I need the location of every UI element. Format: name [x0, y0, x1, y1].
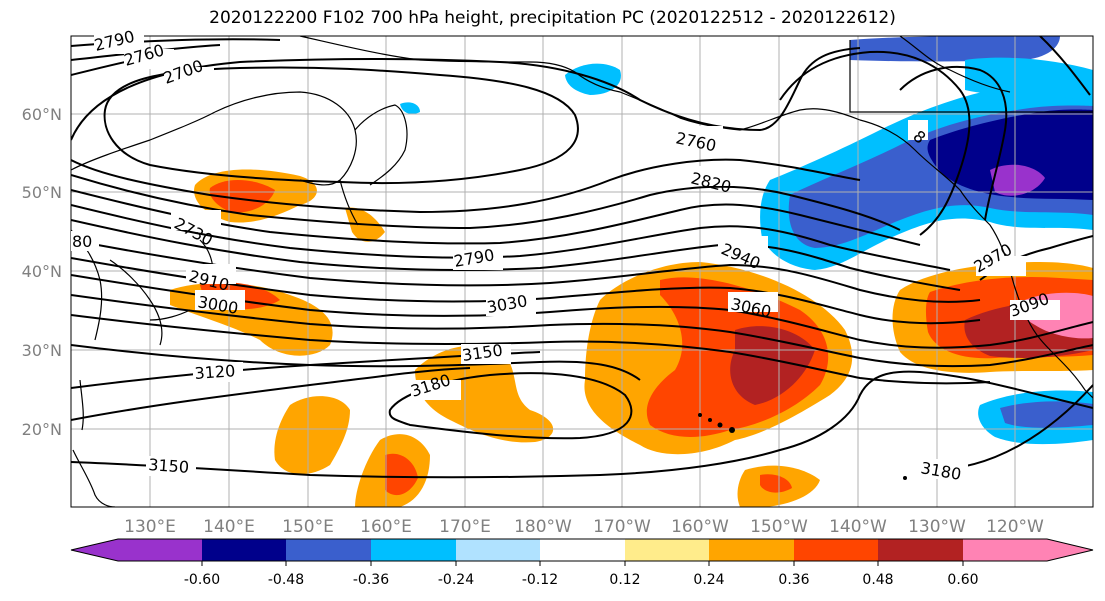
- colorbar-tick-label: 0.24: [693, 572, 724, 588]
- contour-label: 3150: [148, 455, 190, 477]
- colorbar-tick-label: -0.12: [522, 572, 558, 588]
- gridlines: [71, 36, 1093, 507]
- colorbar-tick-label: 0.60: [947, 572, 978, 588]
- lat-label-30n: 30°N: [22, 341, 62, 360]
- colorbar-segment: [456, 539, 540, 561]
- lat-label-20n: 20°N: [22, 420, 62, 439]
- map-title: 2020122200 F102 700 hPa height, precipit…: [209, 8, 896, 28]
- lon-label-150e: 150°E: [282, 517, 334, 537]
- colorbar-tick-label: -0.36: [353, 572, 389, 588]
- lon-label-140e: 140°E: [203, 517, 255, 537]
- latitude-labels: 60°N 50°N 40°N 30°N 20°N: [22, 105, 62, 439]
- lon-label-160w: 160°W: [671, 517, 729, 537]
- colorbar-tick-label: 0.12: [609, 572, 640, 588]
- height-contours: [71, 36, 1093, 479]
- colorbar-segment: [286, 539, 371, 561]
- colorbar-segment: [794, 539, 878, 561]
- lon-label-170e: 170°E: [439, 517, 491, 537]
- colorbar-tick-label: -0.24: [438, 572, 474, 588]
- lon-label-120w: 120°W: [986, 517, 1044, 537]
- colorbar: -0.60 -0.48 -0.36 -0.24 -0.12 0.12 0.24 …: [70, 538, 1094, 588]
- map-area: [71, 36, 1093, 507]
- contour-label-group: 2790 2760 2700 2760 2820 2940 2790 2730 …: [71, 27, 1060, 484]
- colorbar-segment: [625, 539, 709, 561]
- colorbar-segment: [202, 539, 286, 561]
- lon-label-130e: 130°E: [124, 517, 176, 537]
- colorbar-segment: [71, 539, 202, 561]
- colorbar-segment: [963, 539, 1093, 561]
- lon-label-140w: 140°W: [829, 517, 887, 537]
- pacific-islands: [698, 413, 907, 480]
- colorbar-tick-label: 0.48: [862, 572, 893, 588]
- lat-label-50n: 50°N: [22, 183, 62, 202]
- colorbar-outline: [70, 538, 1094, 562]
- colorbar-tick-label: -0.48: [268, 572, 304, 588]
- longitude-labels: 130°E 140°E 150°E 160°E 170°E 180°W 170°…: [124, 517, 1044, 537]
- lat-label-40n: 40°N: [22, 262, 62, 281]
- lat-label-60n: 60°N: [22, 105, 62, 124]
- map-frame: [70, 35, 1094, 508]
- contour-label: 80: [72, 232, 92, 251]
- colorbar-segment: [709, 539, 794, 561]
- lon-label-180w: 180°W: [514, 517, 572, 537]
- colorbar-tick-label: -0.60: [184, 572, 220, 588]
- contour-label: 3120: [194, 361, 236, 383]
- lon-label-160e: 160°E: [360, 517, 412, 537]
- colorbar-segment: [371, 539, 456, 561]
- colorbar-tick-label: 0.36: [778, 572, 809, 588]
- lon-label-170w: 170°W: [593, 517, 651, 537]
- colorbar-segment: [540, 539, 625, 561]
- lon-label-130w: 130°W: [908, 517, 966, 537]
- colorbar-segment: [878, 539, 963, 561]
- lon-label-150w: 150°W: [750, 517, 808, 537]
